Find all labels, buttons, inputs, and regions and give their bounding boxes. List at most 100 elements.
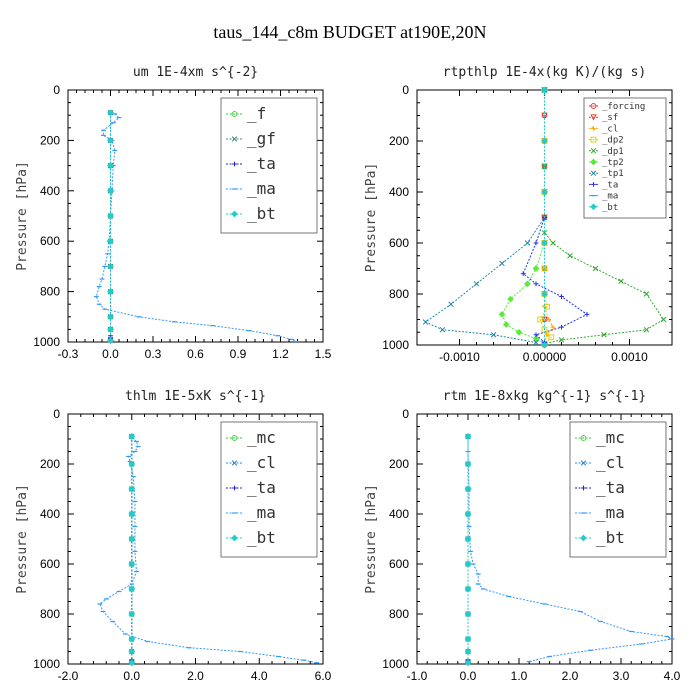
legend-entry: _sf bbox=[589, 113, 618, 123]
y-tick-label: 600 bbox=[40, 234, 60, 248]
y-tick-label: 200 bbox=[40, 133, 60, 147]
y-tick-label: 0 bbox=[53, 83, 60, 97]
y-tick-label: 800 bbox=[40, 607, 60, 621]
point bbox=[473, 281, 480, 287]
legend-label: _bt bbox=[596, 528, 625, 547]
series-bt bbox=[541, 86, 548, 349]
legend-entry: _bt bbox=[575, 528, 625, 547]
series-bt bbox=[464, 433, 472, 667]
y-tick-label: 1000 bbox=[33, 335, 60, 349]
point bbox=[464, 510, 472, 518]
point bbox=[464, 659, 472, 667]
point bbox=[107, 109, 114, 117]
series-bt bbox=[107, 109, 114, 345]
y-tick-label: 0 bbox=[402, 83, 409, 97]
y-axis-label: Pressure [hPa] bbox=[364, 484, 379, 594]
legend: _forcing_sf_cl _dp2_dp1_tp2_tp1_ta _ma_bt bbox=[583, 97, 667, 219]
y-tick-label: 200 bbox=[40, 457, 60, 471]
legend-box bbox=[220, 97, 318, 234]
point bbox=[590, 158, 597, 166]
point bbox=[559, 294, 564, 299]
legend-entry: _ma bbox=[575, 503, 625, 522]
panel-title: rtm 1E-8xkg kg^{-1} s^{-1} bbox=[443, 389, 647, 404]
legend: _mc _cl _ta _ma _bt bbox=[569, 421, 667, 558]
y-tick-label: 200 bbox=[389, 134, 409, 148]
legend-label: _ma bbox=[602, 192, 618, 202]
point bbox=[590, 170, 597, 176]
y-axis-label: Pressure [hPa] bbox=[15, 161, 30, 271]
point bbox=[590, 114, 597, 121]
panel-2: rtpthlp 1E-4x(kg K)/(kg s) 0 200 400 600 800 1… bbox=[364, 65, 673, 364]
y-tick-label: 1000 bbox=[382, 657, 409, 671]
y-tick-label: 600 bbox=[389, 557, 409, 571]
y-tick-label: 400 bbox=[389, 185, 409, 199]
point bbox=[464, 560, 472, 568]
series-line bbox=[467, 437, 674, 662]
legend-label: _ta bbox=[596, 478, 625, 497]
point bbox=[107, 326, 114, 333]
point bbox=[533, 240, 539, 246]
x-tick-label: 0.9 bbox=[230, 347, 247, 361]
legend-label: _cl bbox=[596, 453, 625, 472]
series-line bbox=[99, 437, 317, 664]
panel-4: rtm 1E-8xkg kg^{-1} s^{-1} 0 200 400 600 800 1… bbox=[364, 389, 681, 683]
point bbox=[533, 281, 539, 287]
panel-title: um 1E-4xm s^{-2} bbox=[133, 65, 258, 80]
point bbox=[107, 337, 114, 345]
point bbox=[464, 535, 472, 543]
legend-label: _bt bbox=[602, 203, 618, 213]
x-tick-label: 0.0 bbox=[460, 669, 477, 683]
point bbox=[524, 240, 531, 246]
y-tick-label: 0 bbox=[53, 407, 60, 421]
point bbox=[128, 510, 136, 518]
legend-entry: _cl bbox=[575, 453, 625, 472]
legend-entry: _cl bbox=[589, 124, 618, 134]
x-tick-label: 0.3 bbox=[145, 347, 162, 361]
point bbox=[580, 435, 587, 441]
point bbox=[537, 316, 544, 323]
legend-entry: _ta bbox=[575, 478, 625, 497]
point bbox=[231, 534, 238, 542]
point bbox=[590, 203, 597, 211]
legend-label: _f bbox=[247, 104, 266, 123]
figure-title: taus_144_c8m BUDGET at190E,20N bbox=[213, 22, 486, 42]
point bbox=[546, 317, 552, 322]
point bbox=[499, 260, 505, 267]
legend-label: _bt bbox=[247, 528, 276, 547]
x-tick-label: 1.0 bbox=[511, 669, 528, 683]
point bbox=[107, 288, 114, 295]
point bbox=[544, 303, 550, 310]
y-tick-label: 800 bbox=[389, 607, 409, 621]
legend-entry: _dp2 bbox=[589, 136, 624, 146]
panel-title: thlm 1E-5xK s^{-1} bbox=[125, 389, 266, 404]
point bbox=[439, 326, 446, 333]
series-line bbox=[522, 90, 588, 343]
point bbox=[550, 240, 556, 246]
legend-label: _ma bbox=[596, 503, 625, 522]
legend-entry: _bt bbox=[226, 204, 276, 223]
point bbox=[532, 335, 540, 342]
legend-label: _ma bbox=[247, 503, 276, 522]
legend-label: _tp2 bbox=[602, 158, 624, 168]
point bbox=[128, 560, 136, 568]
point bbox=[580, 534, 587, 542]
point bbox=[107, 313, 114, 321]
x-tick-label: 0.0 bbox=[102, 347, 119, 361]
legend-entry: _bt bbox=[226, 528, 276, 547]
point bbox=[232, 161, 237, 167]
legend-entry: _ma bbox=[226, 179, 276, 198]
point bbox=[231, 435, 238, 441]
x-tick-label: -2.0 bbox=[58, 669, 79, 683]
y-tick-label: 1000 bbox=[382, 338, 409, 352]
legend-box bbox=[569, 421, 667, 558]
legend-label: _ta bbox=[247, 154, 276, 173]
point bbox=[107, 162, 114, 169]
series-line bbox=[501, 90, 545, 345]
x-tick-label: 0.0 bbox=[123, 669, 140, 683]
legend-label: _sf bbox=[602, 113, 618, 123]
point bbox=[128, 635, 136, 643]
legend-entry: _cl bbox=[226, 453, 276, 472]
point bbox=[660, 316, 667, 323]
point bbox=[498, 311, 506, 318]
